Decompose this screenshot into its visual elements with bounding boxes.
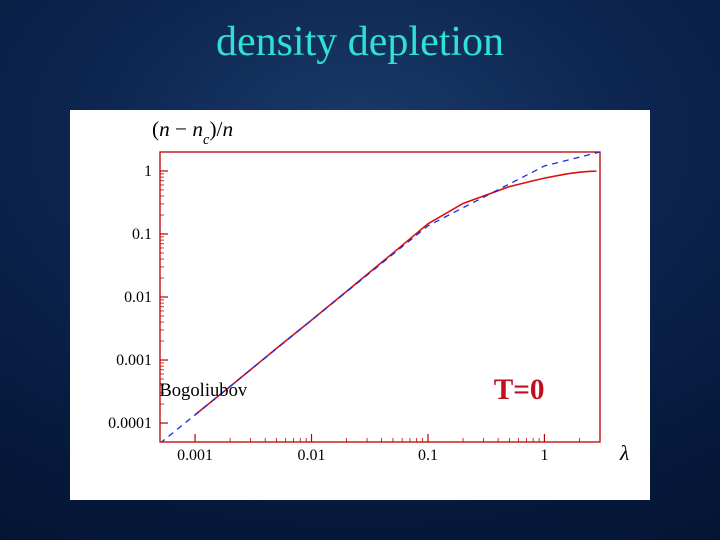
chart-svg: 0.001 0.01 0.1 1 0.0001 0.001 0.01 0.1 1 λ (n − nc… [70,110,650,500]
svg-text:0.1: 0.1 [132,226,152,243]
svg-text:1: 1 [540,447,548,464]
svg-text:0.0001: 0.0001 [108,415,152,432]
svg-text:0.001: 0.001 [116,352,152,369]
annotation-bogoliubov: Bogoliubov [159,380,247,402]
slide: density depletion 0.0010.010.110.00010.0… [0,0,720,540]
slide-title: density depletion [0,18,720,66]
svg-text:(n − nc)/n: (n − nc)/n [152,117,233,148]
svg-text:0.01: 0.01 [298,447,326,464]
annotation-t0: T=0 [494,374,545,407]
svg-text:0.001: 0.001 [177,447,213,464]
svg-text:1: 1 [144,163,152,180]
chart-panel: 0.001 0.01 0.1 1 0.0001 0.001 0.01 0.1 1 λ (n − nc… [70,110,650,500]
svg-text:0.1: 0.1 [418,447,438,464]
svg-text:λ: λ [619,441,629,465]
svg-text:0.01: 0.01 [124,289,152,306]
